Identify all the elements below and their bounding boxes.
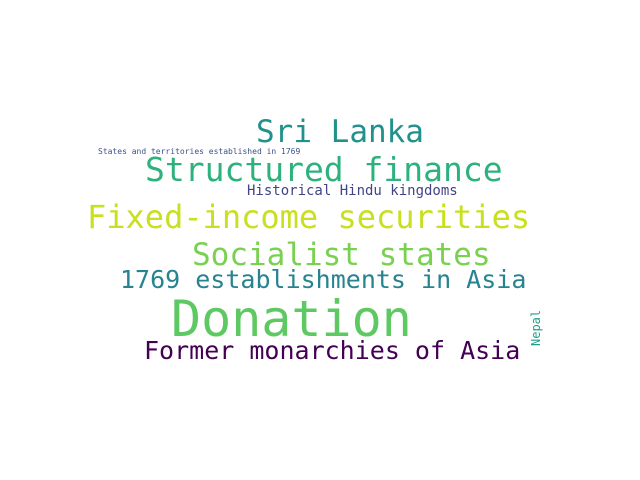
word-socialist-states: Socialist states [192, 237, 491, 273]
word-sri-lanka: Sri Lanka [256, 114, 424, 150]
word-nepal: Nepal [529, 309, 543, 346]
word-donation: Donation [171, 290, 412, 348]
word-fixed-income-securities: Fixed-income securities [87, 198, 531, 236]
word-former-monarchies-of-asia: Former monarchies of Asia [144, 336, 521, 365]
word-structured-finance: Structured finance [145, 150, 503, 189]
word-1769-establishments-in-asia: 1769 establishments in Asia [120, 265, 527, 294]
word-historical-hindu-kingdoms: Historical Hindu kingdoms [247, 183, 458, 199]
word-states-and-territories-established-in-1769: States and territories established in 17… [98, 147, 301, 156]
